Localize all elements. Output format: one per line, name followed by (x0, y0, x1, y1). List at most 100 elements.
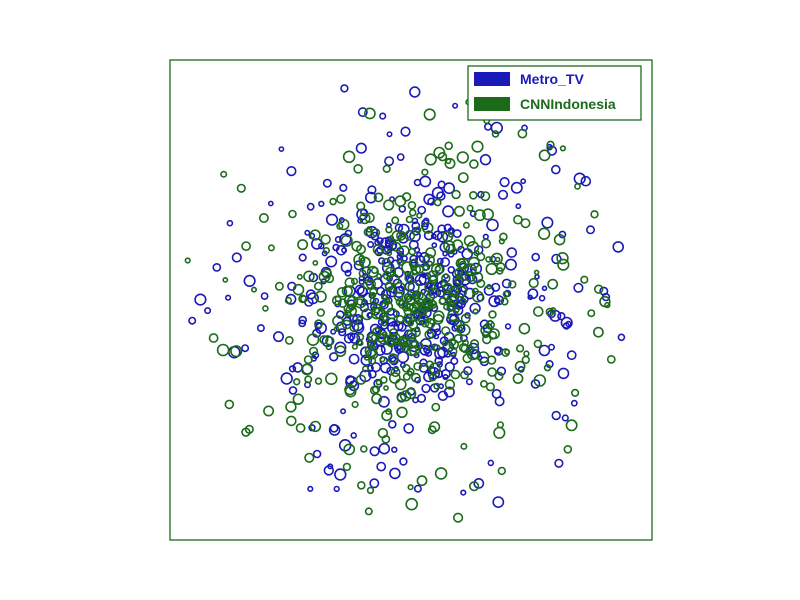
point-cnnindonesia (486, 283, 492, 290)
point-cnnindonesia (336, 222, 344, 230)
point-cnnindonesia (486, 355, 497, 365)
point-cnnindonesia (547, 278, 559, 290)
point-metro-tv (506, 247, 518, 258)
point-cnnindonesia (448, 338, 457, 347)
point-cnnindonesia (216, 343, 230, 357)
point-metro-tv (343, 333, 355, 344)
point-cnnindonesia (423, 108, 436, 121)
point-metro-tv (479, 154, 492, 166)
point-cnnindonesia (355, 244, 366, 255)
point-cnnindonesia (485, 256, 492, 263)
point-cnnindonesia (438, 297, 447, 306)
point-metro-tv (368, 369, 377, 379)
point-cnnindonesia (220, 170, 228, 178)
point-metro-tv (288, 386, 298, 395)
point-cnnindonesia (458, 323, 471, 337)
point-cnnindonesia (458, 343, 469, 353)
point-cnnindonesia (379, 356, 386, 363)
point-cnnindonesia (546, 140, 555, 150)
point-metro-tv (469, 262, 483, 275)
point-cnnindonesia (292, 393, 304, 405)
point-metro-tv (497, 189, 509, 200)
point-cnnindonesia (462, 221, 470, 229)
point-metro-tv (278, 146, 285, 152)
point-cnnindonesia (309, 229, 321, 241)
point-metro-tv (378, 442, 391, 455)
plot-frame (169, 59, 653, 541)
point-cnnindonesia (363, 107, 376, 120)
point-cnnindonesia (364, 507, 373, 516)
point-cnnindonesia (230, 345, 243, 358)
point-cnnindonesia (299, 295, 308, 303)
point-metro-tv (321, 335, 334, 348)
point-metro-tv (566, 350, 577, 361)
point-metro-tv (419, 175, 432, 188)
point-metro-tv (378, 395, 390, 408)
point-cnnindonesia (471, 290, 484, 303)
point-metro-tv (541, 285, 548, 292)
point-cnnindonesia (479, 379, 488, 388)
point-cnnindonesia (402, 372, 411, 381)
point-cnnindonesia (473, 209, 486, 222)
point-metro-tv (504, 323, 512, 330)
point-cnnindonesia (316, 308, 325, 317)
point-cnnindonesia (463, 235, 476, 247)
point-cnnindonesia (397, 299, 408, 309)
point-cnnindonesia (241, 427, 251, 437)
point-metro-tv (378, 257, 386, 265)
point-metro-tv (272, 331, 284, 343)
point-cnnindonesia (469, 481, 480, 492)
point-metro-tv (194, 293, 207, 306)
point-cnnindonesia (557, 258, 570, 271)
point-cnnindonesia (396, 406, 408, 418)
point-metro-tv (530, 379, 541, 389)
point-cnnindonesia (401, 261, 414, 274)
point-metro-tv (348, 353, 360, 365)
point-metro-tv (323, 465, 334, 476)
point-metro-tv (318, 200, 325, 208)
point-metro-tv (557, 367, 570, 380)
point-cnnindonesia (456, 151, 469, 164)
point-metro-tv (416, 393, 427, 404)
point-cnnindonesia (369, 291, 377, 299)
point-cnnindonesia (476, 252, 486, 262)
point-cnnindonesia (523, 350, 530, 357)
point-metro-tv (338, 328, 347, 337)
point-metro-tv (397, 223, 410, 236)
point-cnnindonesia (357, 340, 364, 347)
point-metro-tv (298, 253, 307, 262)
point-cnnindonesia (303, 355, 313, 365)
point-cnnindonesia (390, 267, 397, 274)
point-cnnindonesia (606, 354, 616, 364)
point-cnnindonesia (533, 339, 543, 349)
point-cnnindonesia (397, 335, 409, 347)
point-cnnindonesia (404, 293, 412, 301)
point-cnnindonesia (399, 390, 412, 402)
point-cnnindonesia (545, 307, 555, 317)
point-cnnindonesia (390, 367, 401, 378)
point-cnnindonesia (385, 249, 393, 257)
point-cnnindonesia (314, 290, 327, 303)
point-cnnindonesia (513, 214, 523, 225)
point-cnnindonesia (464, 263, 477, 276)
point-metro-tv (419, 306, 432, 319)
point-cnnindonesia (498, 238, 505, 245)
point-metro-tv (561, 414, 569, 422)
point-cnnindonesia (375, 379, 382, 386)
point-metro-tv (538, 294, 546, 302)
point-metro-tv (231, 252, 242, 263)
point-metro-tv (413, 178, 422, 187)
point-metro-tv (335, 310, 345, 319)
point-cnnindonesia (385, 408, 392, 415)
point-metro-tv (430, 233, 437, 240)
point-cnnindonesia (466, 348, 479, 361)
point-cnnindonesia (604, 301, 611, 309)
point-cnnindonesia (394, 378, 407, 391)
legend-swatch-metro-tv (474, 72, 510, 86)
point-metro-tv (437, 180, 446, 189)
point-cnnindonesia (441, 340, 449, 347)
point-cnnindonesia (353, 164, 363, 174)
point-cnnindonesia (433, 382, 441, 390)
point-metro-tv (436, 191, 446, 201)
